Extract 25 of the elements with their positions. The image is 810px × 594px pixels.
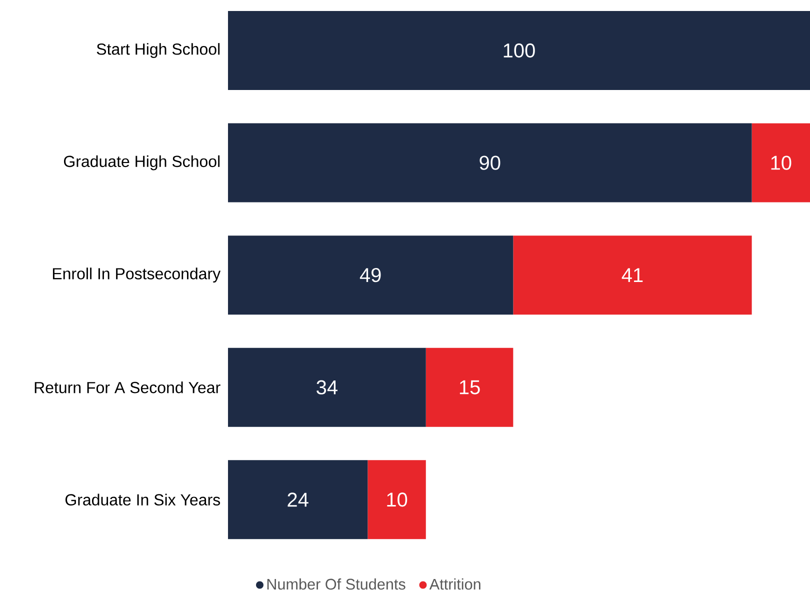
- data-label: 49: [360, 268, 381, 282]
- data-label: 24: [288, 492, 308, 507]
- bar: [368, 460, 426, 540]
- y-tick-label: Return For A Second Year: [34, 381, 220, 394]
- bar: [228, 11, 810, 90]
- bar: [426, 348, 514, 427]
- data-label: 100: [504, 43, 535, 58]
- data-label: 10: [771, 156, 792, 170]
- bar: [513, 236, 752, 315]
- y-tick-label: Enroll In Postsecondary: [52, 268, 221, 283]
- data-label: 90: [480, 156, 500, 170]
- y-tick-label: Graduate In Six Years: [65, 494, 220, 506]
- data-label: 15: [460, 380, 480, 394]
- data-label: 34: [316, 380, 338, 394]
- y-tick-label: Graduate High School: [64, 155, 220, 170]
- legend-label: Number Of Students: [267, 578, 406, 590]
- bar: [228, 460, 368, 540]
- bar: [228, 348, 426, 427]
- legend-label: Attrition: [429, 578, 480, 590]
- bar: [752, 123, 810, 202]
- data-label: 10: [387, 492, 408, 507]
- y-tick-label: Start High School: [96, 43, 220, 58]
- data-label: 41: [622, 268, 643, 282]
- bar: [228, 123, 752, 202]
- bar: [228, 236, 514, 315]
